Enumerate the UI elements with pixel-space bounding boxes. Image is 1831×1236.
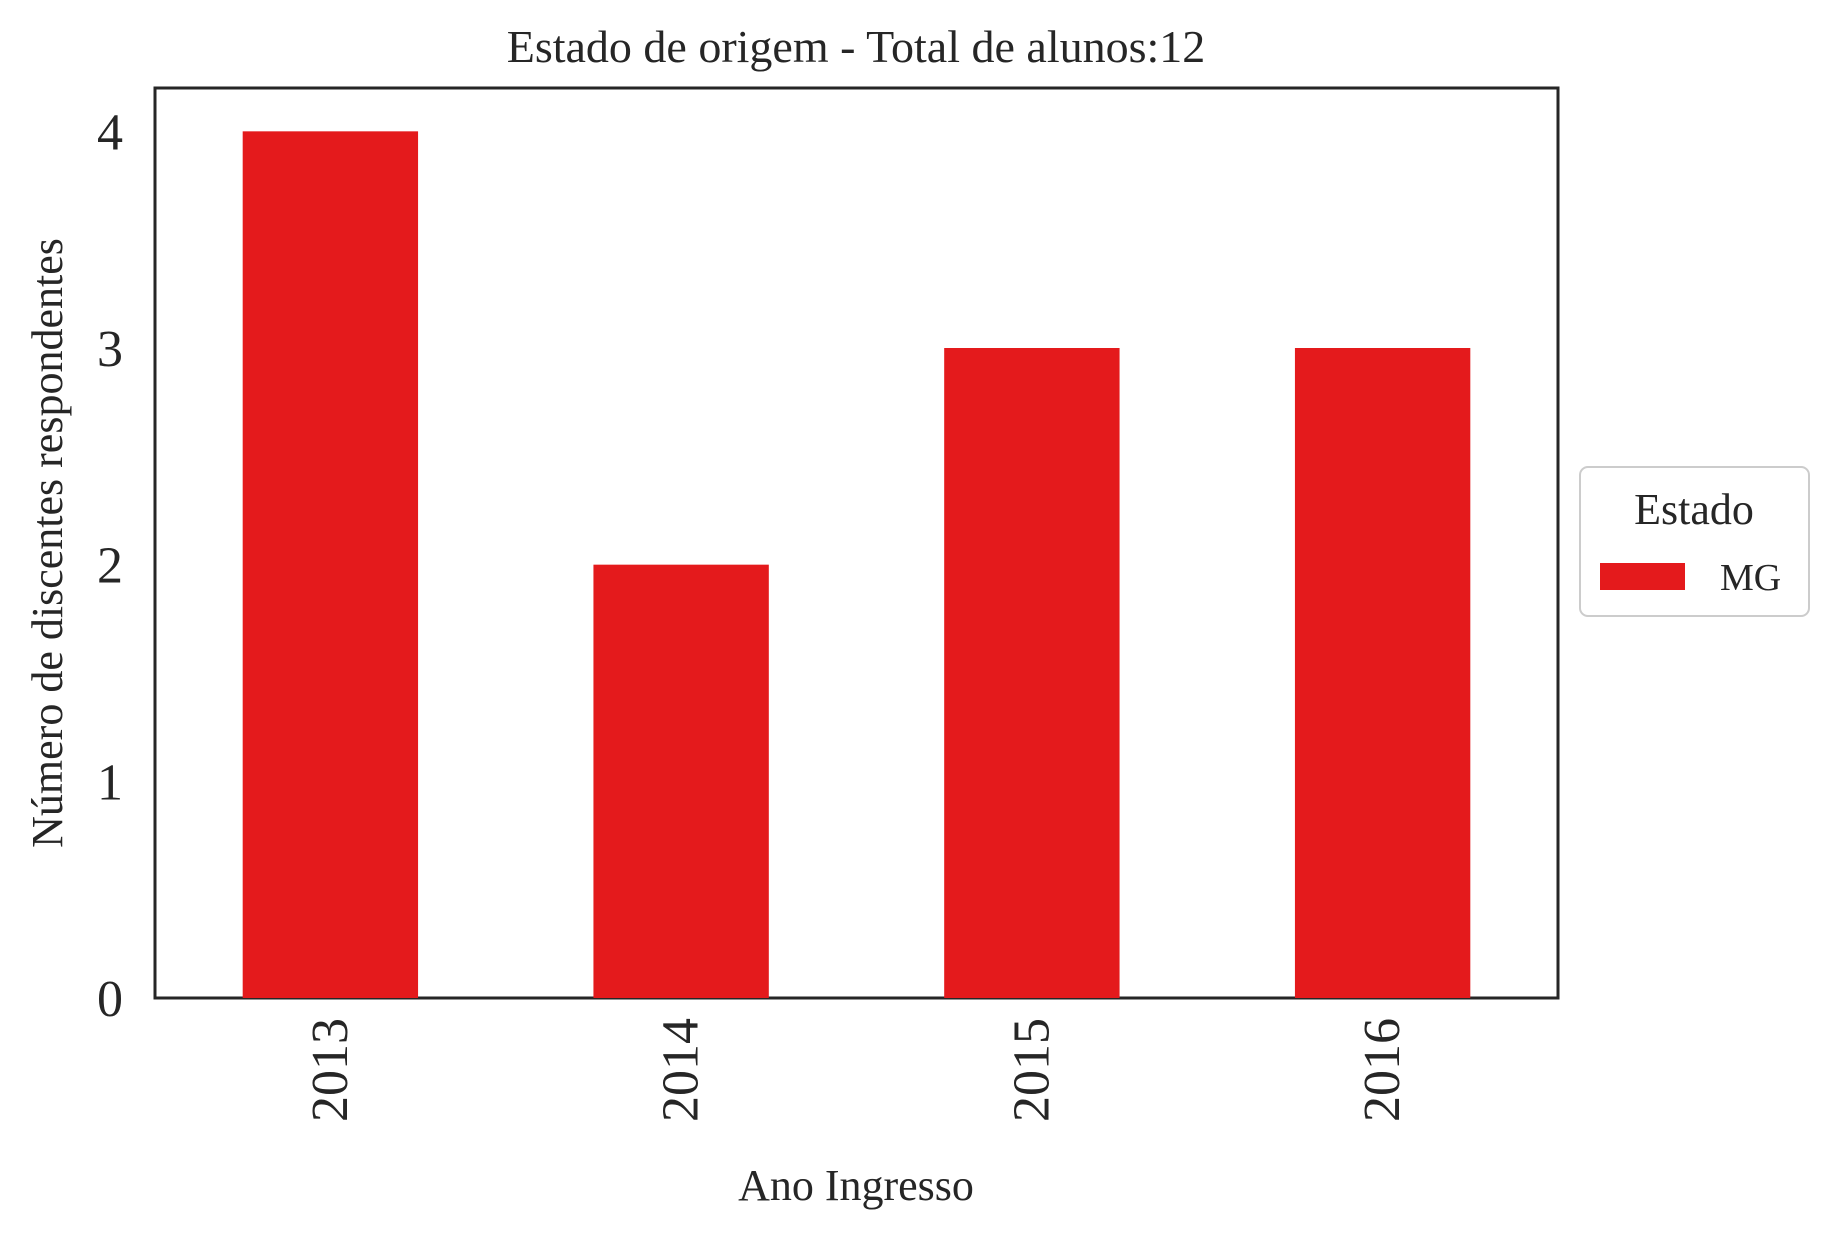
legend-title: Estado: [1634, 485, 1754, 534]
x-tick-label-2016: 2016: [1354, 1018, 1411, 1122]
chart-title: Estado de origem - Total de alunos:12: [507, 21, 1206, 72]
x-tick-label-2013: 2013: [302, 1018, 359, 1122]
x-ticks-group: 2013 2014 2015 2016: [302, 1018, 1411, 1122]
legend-label-mg: MG: [1720, 557, 1781, 599]
bars-group: [242, 131, 1471, 999]
y-tick-label-3: 3: [97, 321, 123, 378]
x-tick-label-2014: 2014: [653, 1018, 710, 1122]
x-axis-label: Ano Ingresso: [738, 1161, 974, 1210]
bar-2013: [242, 131, 419, 999]
legend-swatch-mg: [1600, 563, 1685, 590]
legend: Estado MG: [1579, 466, 1810, 617]
y-tick-label-2: 2: [97, 538, 123, 595]
y-tick-label-0: 0: [97, 971, 123, 1028]
y-tick-label-1: 1: [97, 754, 123, 811]
bar-2014: [593, 564, 769, 998]
y-axis-label: Número de discentes respondentes: [23, 238, 72, 848]
plot-area: 0 1 2 3 4 2013 2014 2015 2016: [97, 86, 1560, 1122]
x-tick-label-2015: 2015: [1003, 1018, 1060, 1122]
y-ticks-group: 0 1 2 3 4: [97, 104, 123, 1028]
plot-frame: [153, 86, 1560, 1000]
bar-2016: [1294, 348, 1471, 998]
bar-2015: [944, 348, 1120, 998]
y-tick-label-4: 4: [97, 104, 123, 161]
